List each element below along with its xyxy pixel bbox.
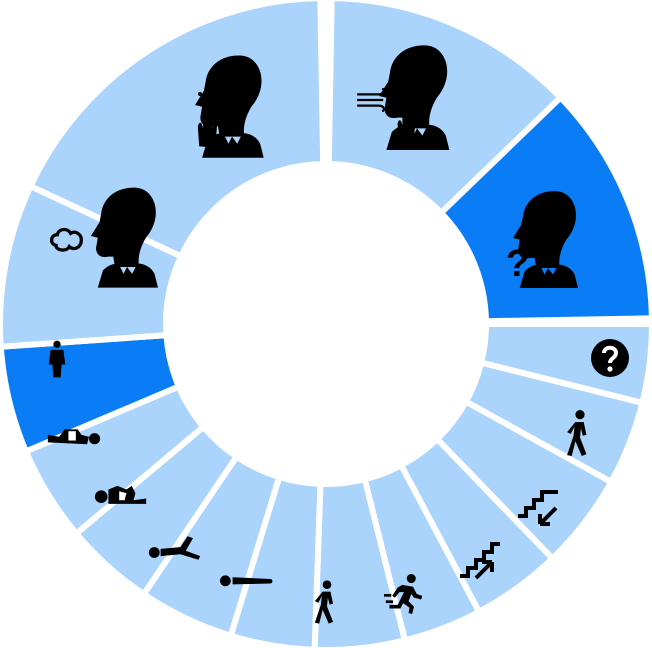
- segment-sneeze[interactable]: [325, 0, 565, 218]
- cough-icon[interactable]: [195, 55, 264, 158]
- segment-exhale[interactable]: [0, 182, 185, 350]
- sneeze-icon[interactable]: [356, 45, 450, 150]
- svg-text:?: ?: [506, 243, 529, 285]
- person-question-icon[interactable]: ?: [506, 191, 578, 288]
- question-mark-icon[interactable]: [590, 338, 630, 378]
- segment-walking-alt[interactable]: [311, 475, 409, 648]
